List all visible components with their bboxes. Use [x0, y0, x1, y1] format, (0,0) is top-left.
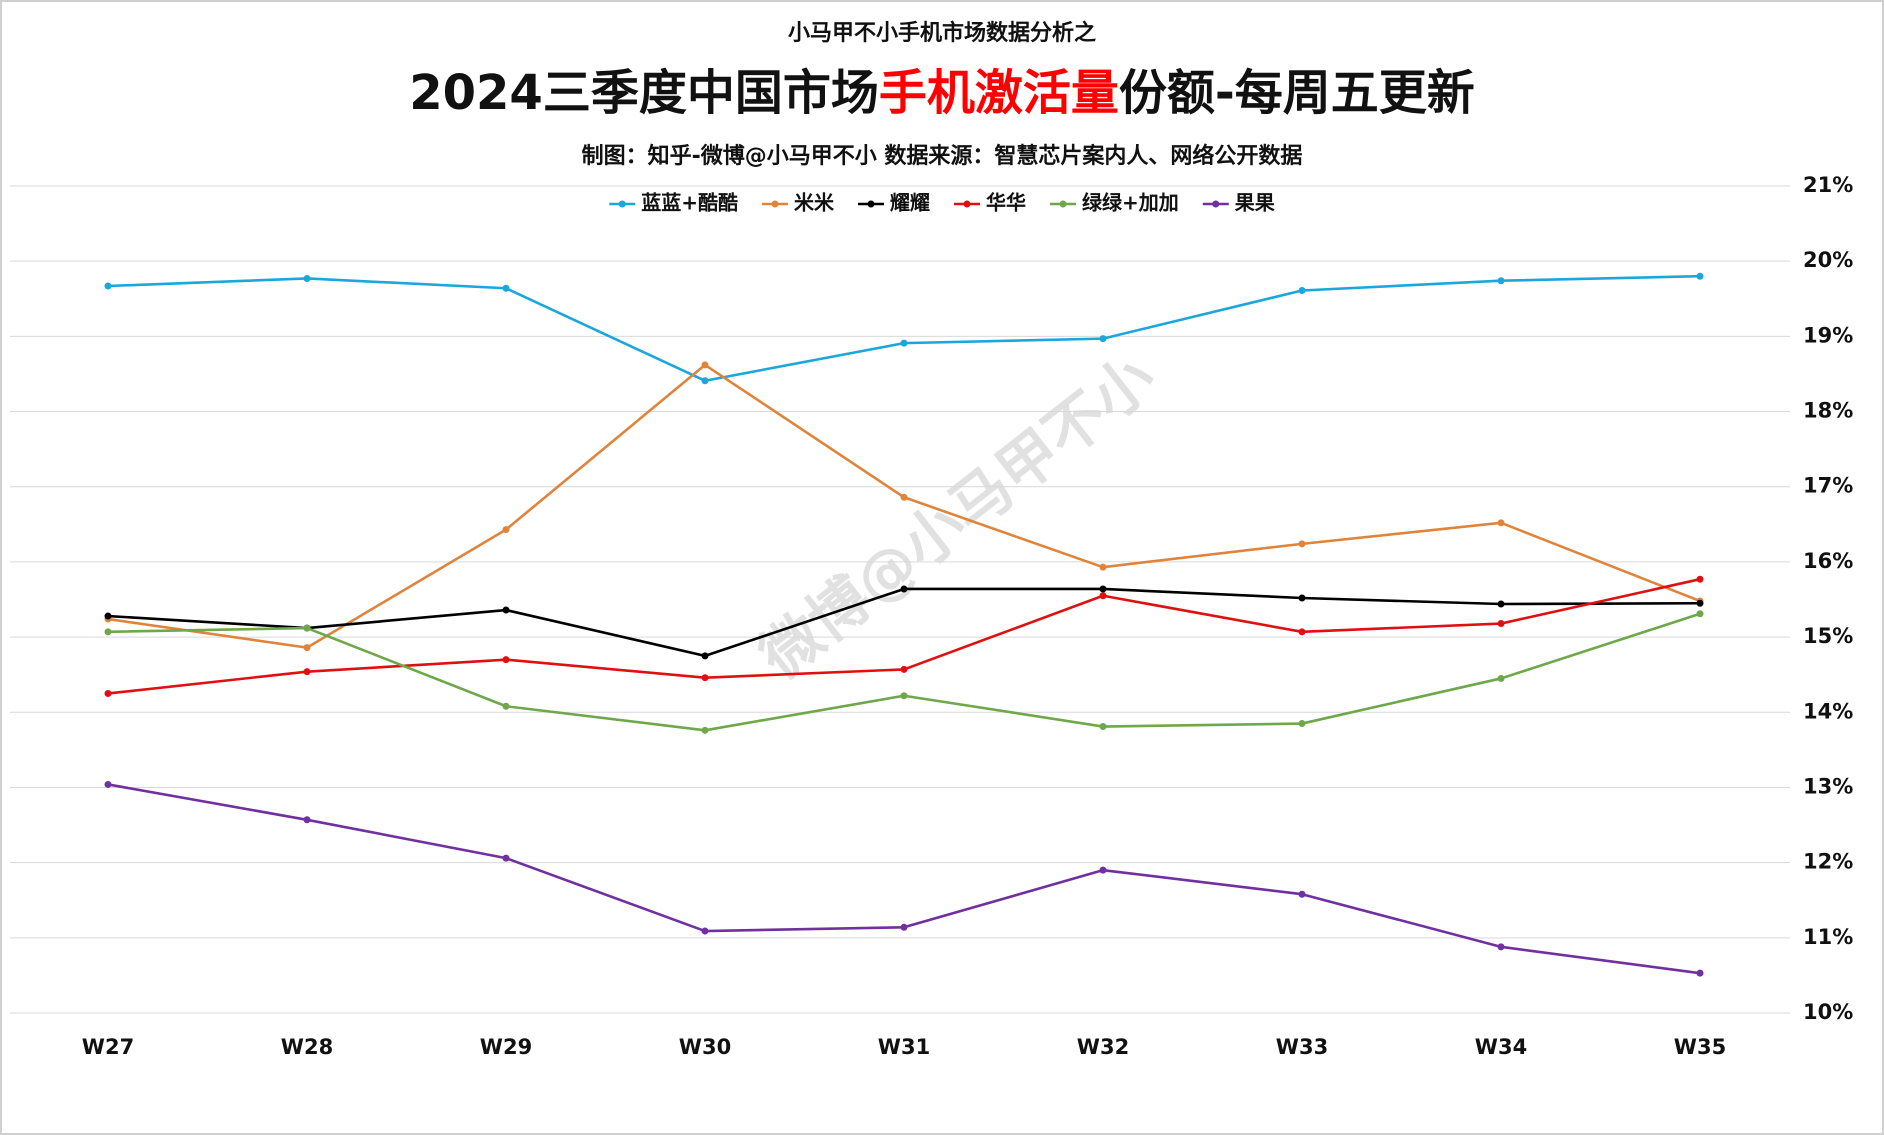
data-point: [1099, 335, 1107, 343]
x-tick-label: W33: [1276, 1035, 1328, 1059]
data-point: [1696, 969, 1704, 977]
data-point: [1497, 519, 1505, 527]
y-tick-label: 10%: [1803, 1000, 1853, 1024]
legend-label: 耀耀: [890, 191, 930, 215]
y-tick-label: 16%: [1803, 549, 1853, 573]
data-point: [701, 652, 709, 660]
data-point: [303, 274, 311, 282]
legend: 蓝蓝+酷酷 米米 耀耀 华华 绿绿+加加 果果: [609, 191, 1275, 215]
data-point: [701, 927, 709, 935]
legend-label: 米米: [794, 191, 835, 215]
data-point: [502, 702, 510, 710]
data-point: [1099, 723, 1107, 731]
data-point: [1497, 620, 1505, 628]
y-tick-label: 20%: [1803, 248, 1853, 272]
data-point: [303, 624, 311, 632]
x-tick-label: W29: [480, 1035, 532, 1059]
data-point: [303, 816, 311, 824]
legend-marker: [618, 200, 626, 208]
data-point: [1497, 943, 1505, 951]
data-point: [104, 282, 112, 290]
data-point: [701, 377, 709, 385]
data-point: [502, 284, 510, 292]
y-tick-label: 14%: [1803, 699, 1853, 723]
data-point: [104, 780, 112, 788]
y-tick-label: 13%: [1803, 774, 1853, 798]
data-point: [1696, 599, 1704, 607]
y-tick-label: 19%: [1803, 323, 1853, 347]
chart-subtitle: 制图：知乎-微博@小马甲不小 数据来源：智慧芯片案内人、网络公开数据: [582, 143, 1303, 169]
y-tick-label: 21%: [1803, 173, 1853, 197]
data-point: [1298, 890, 1306, 898]
chart-title: 2024三季度中国市场手机激活量份额-每周五更新: [409, 65, 1475, 121]
legend-marker: [963, 200, 971, 208]
data-point: [1497, 674, 1505, 682]
data-point: [1298, 720, 1306, 728]
data-point: [1696, 272, 1704, 280]
data-point: [900, 493, 908, 501]
data-point: [1298, 594, 1306, 602]
data-point: [1099, 866, 1107, 874]
y-tick-label: 12%: [1803, 850, 1853, 874]
x-tick-label: W35: [1674, 1035, 1726, 1059]
data-point: [502, 526, 510, 534]
legend-marker: [771, 200, 779, 208]
x-tick-label: W30: [679, 1035, 731, 1059]
x-tick-label: W28: [281, 1035, 333, 1059]
data-point: [1497, 277, 1505, 285]
data-point: [701, 361, 709, 369]
data-point: [900, 585, 908, 593]
data-point: [1099, 592, 1107, 600]
data-point: [900, 923, 908, 931]
data-point: [502, 606, 510, 614]
data-point: [303, 644, 311, 652]
data-point: [502, 854, 510, 862]
data-point: [104, 612, 112, 620]
data-point: [900, 665, 908, 673]
x-tick-label: W31: [878, 1035, 930, 1059]
x-tick-label: W34: [1475, 1035, 1527, 1059]
data-point: [502, 656, 510, 664]
legend-marker: [867, 200, 875, 208]
data-point: [1099, 585, 1107, 593]
data-point: [104, 628, 112, 636]
legend-marker: [1212, 200, 1220, 208]
title-part: 份额-每周五更新: [1119, 65, 1475, 121]
data-point: [1696, 575, 1704, 583]
data-point: [1298, 287, 1306, 295]
y-tick-label: 15%: [1803, 624, 1853, 648]
data-point: [303, 668, 311, 676]
title-highlight: 手机激活量: [879, 65, 1119, 121]
chart-pretitle: 小马甲不小手机市场数据分析之: [788, 20, 1096, 46]
legend-label: 绿绿+加加: [1082, 191, 1179, 215]
data-point: [1497, 600, 1505, 608]
x-tick-label: W27: [82, 1035, 134, 1059]
title-part: 2024三季度中国市场: [409, 65, 879, 121]
data-point: [900, 339, 908, 347]
data-point: [900, 692, 908, 700]
data-point: [1298, 540, 1306, 548]
y-tick-label: 18%: [1803, 399, 1853, 423]
data-point: [701, 674, 709, 682]
data-point: [701, 726, 709, 734]
x-tick-label: W32: [1077, 1035, 1129, 1059]
data-point: [1099, 563, 1107, 571]
legend-label: 蓝蓝+酷酷: [641, 191, 738, 215]
legend-label: 果果: [1235, 191, 1275, 215]
y-tick-label: 17%: [1803, 474, 1853, 498]
legend-label: 华华: [986, 191, 1026, 215]
y-tick-label: 11%: [1803, 925, 1853, 949]
data-point: [104, 689, 112, 697]
data-point: [1696, 610, 1704, 618]
data-point: [1298, 628, 1306, 636]
legend-marker: [1059, 200, 1067, 208]
